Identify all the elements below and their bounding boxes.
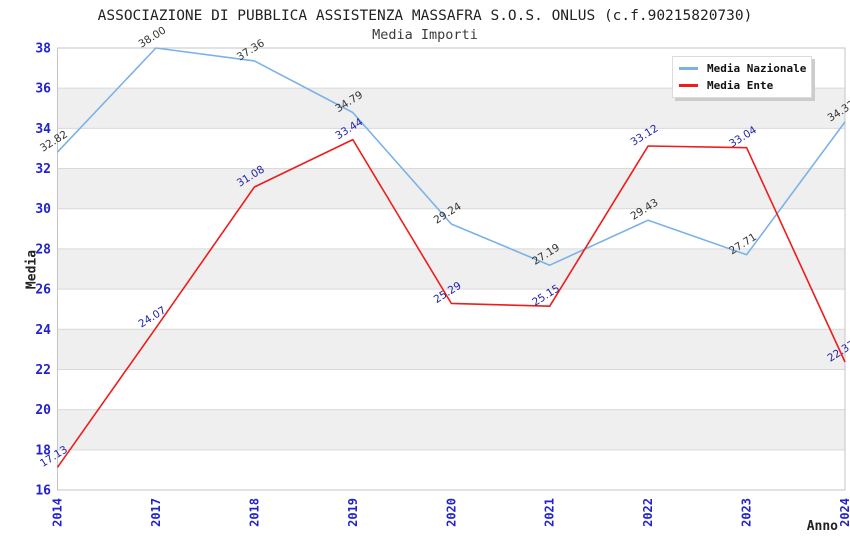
grid-band [57, 329, 845, 370]
x-tick-label: 2020 [444, 498, 458, 527]
x-tick-label: 2021 [543, 498, 557, 527]
x-tick-label: 2024 [838, 498, 850, 527]
legend-line-swatch [679, 67, 698, 70]
y-tick-label: 34 [35, 122, 51, 137]
plot-border [57, 47, 846, 491]
grid-band [57, 248, 845, 290]
x-tick-label: 2022 [641, 498, 655, 527]
legend: Media Nazionale Media Ente [672, 56, 812, 98]
y-tick-label: 36 [35, 82, 51, 97]
grid-band [57, 168, 845, 209]
y-tick-label: 20 [35, 403, 51, 418]
chart-title: ASSOCIAZIONE DI PUBBLICA ASSISTENZA MASS… [97, 8, 753, 24]
legend-item-media-nazionale: Media Nazionale [673, 60, 811, 77]
x-tick-label: 2017 [149, 498, 163, 527]
y-tick-label: 22 [35, 363, 51, 378]
point-label-media-nazionale: 38.00 [136, 24, 168, 50]
y-tick-label: 24 [35, 323, 51, 338]
legend-item-media-ente: Media Ente [673, 77, 811, 94]
point-label-media-ente: 24.07 [136, 304, 168, 330]
x-tick-label: 2018 [247, 498, 261, 527]
x-tick-label: 2023 [740, 498, 754, 527]
y-tick-label: 30 [35, 202, 51, 217]
y-tick-label: 38 [35, 42, 51, 57]
y-tick-label: 26 [35, 283, 51, 298]
legend-item-label: Media Ente [707, 79, 774, 92]
x-tick-label: 2014 [51, 498, 65, 527]
x-tick-label: 2019 [346, 498, 360, 527]
legend-line-swatch [679, 84, 698, 87]
legend-item-label: Media Nazionale [707, 62, 807, 75]
y-tick-label: 32 [35, 162, 51, 177]
series-line-media-nazionale [56, 47, 846, 267]
series-line-media-ente [56, 138, 846, 468]
y-tick-label: 16 [35, 484, 51, 499]
grid-band [57, 409, 845, 450]
chart-subtitle: Media Importi [372, 27, 478, 43]
y-tick-label: 28 [35, 242, 51, 257]
y-tick-label: 18 [35, 443, 51, 458]
point-label-media-nazionale: 37.36 [235, 37, 267, 63]
x-axis-title: Anno [806, 519, 838, 534]
